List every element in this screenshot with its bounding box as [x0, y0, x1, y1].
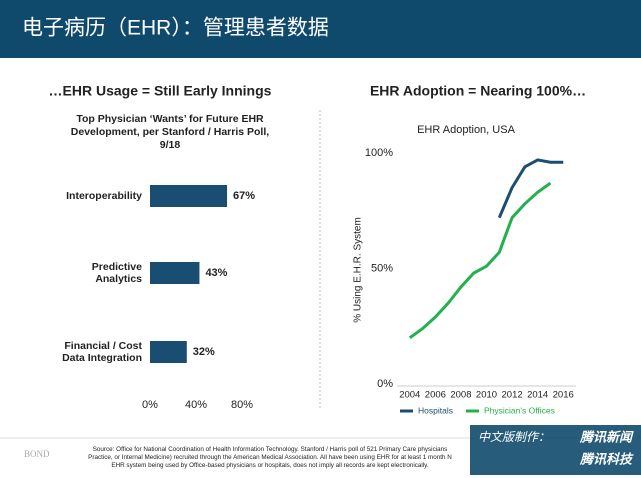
category-text: Predictive Analytics	[91, 261, 142, 285]
x-tick-label: 2008	[450, 390, 471, 401]
value-label: 67%	[233, 190, 255, 202]
logo: BOND	[24, 449, 50, 459]
bar	[150, 262, 200, 284]
value-label: 32%	[193, 346, 215, 358]
series-line	[408, 181, 552, 340]
x-tick-label: 2014	[527, 390, 548, 401]
y-axis-label: % Using E.H.R. System	[353, 217, 364, 323]
source-line: EHR system being used by Office-based ph…	[111, 462, 429, 469]
header-title: 电子病历（EHR）：管理患者数据	[22, 17, 329, 40]
value-label: 43%	[205, 267, 227, 279]
header-band	[0, 0, 641, 58]
x-tick-label: 80%	[231, 399, 253, 411]
x-tick-label: 2016	[553, 390, 574, 401]
section-title: …EHR Usage = Still Early Innings	[49, 83, 272, 99]
x-tick-label: 2006	[425, 390, 446, 401]
category-text: Interoperability	[66, 190, 142, 202]
category-label: Interoperability	[48, 182, 142, 210]
category-label: Predictive Analytics	[48, 259, 142, 287]
x-tick-label: 2012	[502, 390, 523, 401]
legend-label: Hospitals	[418, 405, 453, 415]
source-line: Source: Office for National Coordination…	[92, 446, 448, 453]
chart-title: EHR Adoption, USA	[417, 124, 515, 136]
x-tick-label: 2010	[476, 390, 497, 401]
badge-text: 中文版制作：	[478, 430, 550, 444]
badge-text: 腾讯科技	[579, 451, 634, 466]
y-tick-label: 100%	[365, 147, 393, 159]
source: Source: Office for National Coordination…	[60, 446, 480, 470]
x-tick-label: 0%	[142, 399, 158, 411]
series-line	[497, 158, 564, 219]
category-text: Financial / Cost Data Integration	[62, 340, 142, 364]
badge	[470, 425, 641, 475]
x-tick-label: 40%	[185, 399, 207, 411]
y-tick-label: 50%	[371, 262, 393, 274]
bar	[150, 341, 187, 363]
chart-title: Top Physician ‘Wants’ for Future EHR Dev…	[70, 113, 270, 151]
bar	[150, 185, 228, 207]
section-title: EHR Adoption = Nearing 100%…	[370, 83, 586, 99]
x-tick-label: 2004	[399, 390, 420, 401]
badge-text: 腾讯新闻	[579, 429, 634, 444]
category-label: Financial / Cost Data Integration	[48, 338, 142, 366]
source-line: Practice, or Internal Medicine) recruite…	[88, 454, 452, 461]
y-tick-label: 0%	[377, 378, 393, 390]
legend-label: Physician's Offices	[484, 405, 555, 415]
